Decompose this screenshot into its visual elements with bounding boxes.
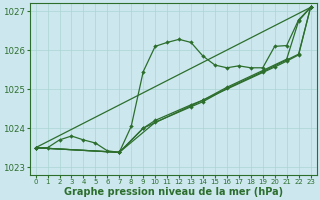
X-axis label: Graphe pression niveau de la mer (hPa): Graphe pression niveau de la mer (hPa) xyxy=(64,187,283,197)
